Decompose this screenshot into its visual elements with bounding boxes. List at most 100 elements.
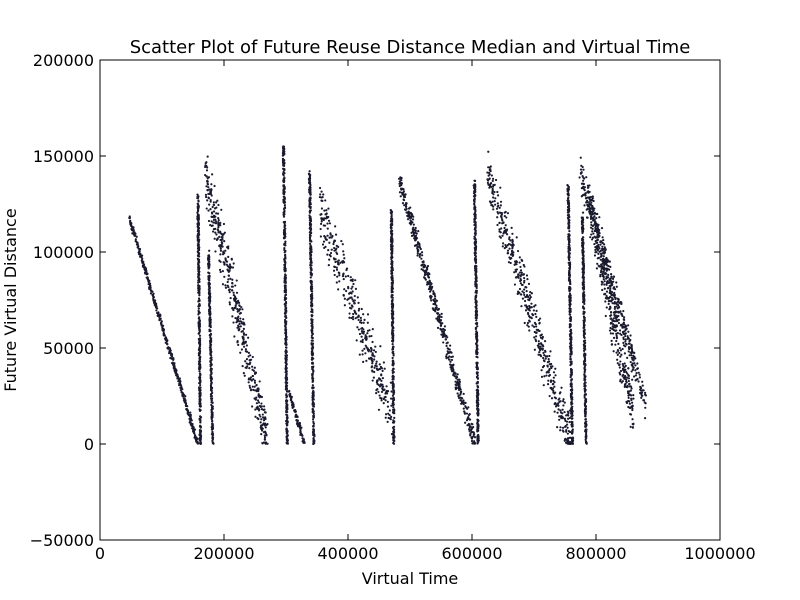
- data-point: [192, 430, 195, 433]
- data-point: [197, 269, 200, 272]
- data-point: [474, 290, 478, 293]
- data-point: [519, 269, 523, 272]
- data-point: [310, 295, 313, 298]
- data-point: [286, 416, 289, 419]
- data-point: [283, 231, 286, 234]
- data-point: [361, 353, 364, 356]
- data-point: [283, 243, 286, 246]
- data-point: [475, 352, 478, 355]
- data-point: [217, 229, 220, 232]
- data-point: [488, 177, 491, 181]
- data-point: [533, 348, 536, 351]
- data-point: [425, 266, 429, 269]
- data-point: [420, 264, 424, 267]
- data-point: [136, 242, 139, 245]
- data-point: [519, 274, 522, 277]
- data-point: [362, 313, 365, 316]
- data-point: [349, 291, 352, 294]
- data-point: [392, 428, 396, 431]
- data-point: [198, 273, 201, 277]
- data-point: [196, 202, 199, 205]
- data-point: [437, 319, 441, 322]
- data-point: [390, 390, 393, 393]
- data-point: [221, 242, 224, 245]
- data-point: [207, 219, 211, 223]
- data-point: [197, 200, 200, 203]
- data-point: [476, 398, 479, 401]
- data-point: [197, 327, 201, 330]
- data-point: [170, 362, 174, 365]
- data-point: [411, 230, 414, 233]
- data-point: [391, 283, 394, 286]
- data-point: [208, 289, 211, 292]
- data-point: [565, 430, 568, 433]
- data-point: [311, 361, 314, 364]
- data-point: [470, 430, 473, 434]
- data-point: [242, 372, 245, 375]
- data-point: [199, 426, 202, 429]
- data-point: [214, 250, 217, 253]
- data-point: [527, 282, 531, 285]
- data-point: [209, 340, 212, 344]
- data-point: [290, 398, 293, 401]
- data-point: [334, 233, 338, 236]
- data-point: [232, 291, 235, 294]
- data-point: [309, 223, 312, 227]
- data-point: [371, 379, 374, 382]
- data-point: [227, 274, 231, 277]
- data-point: [342, 261, 346, 264]
- data-point: [441, 322, 444, 325]
- data-point: [260, 402, 263, 405]
- data-point: [141, 261, 145, 264]
- data-point: [487, 179, 490, 182]
- data-point: [158, 313, 162, 316]
- data-point: [391, 380, 394, 383]
- data-point: [310, 287, 313, 290]
- data-point: [567, 254, 570, 257]
- data-point: [362, 330, 366, 333]
- data-point: [420, 268, 423, 271]
- data-point: [391, 397, 395, 400]
- data-point: [311, 342, 315, 345]
- data-point: [570, 417, 574, 420]
- data-point: [474, 327, 478, 330]
- data-point: [189, 419, 192, 422]
- data-point: [208, 301, 211, 305]
- data-point: [325, 212, 328, 215]
- data-point: [403, 208, 407, 211]
- data-point: [361, 340, 364, 344]
- data-point: [209, 393, 213, 396]
- data-point: [319, 193, 322, 196]
- data-point: [217, 231, 220, 234]
- data-point: [354, 311, 357, 314]
- data-point: [310, 285, 313, 289]
- data-point: [498, 206, 501, 209]
- data-point: [199, 389, 202, 392]
- data-point: [251, 365, 254, 368]
- data-point: [358, 353, 361, 356]
- data-point: [152, 292, 155, 295]
- data-point: [378, 394, 381, 397]
- data-point: [421, 260, 424, 264]
- data-point: [569, 282, 572, 285]
- data-point: [197, 285, 200, 289]
- data-point: [239, 351, 242, 354]
- data-point: [474, 342, 478, 345]
- data-point: [132, 230, 135, 234]
- data-point: [417, 229, 420, 233]
- data-point: [228, 291, 231, 294]
- data-point: [565, 429, 568, 432]
- data-point: [404, 202, 408, 205]
- data-point: [475, 283, 478, 286]
- data-point: [244, 350, 247, 353]
- data-point: [547, 379, 550, 382]
- data-point: [197, 242, 200, 245]
- data-point: [476, 368, 479, 371]
- data-point: [561, 416, 564, 419]
- data-point: [260, 424, 264, 427]
- data-point: [475, 319, 478, 322]
- data-point: [552, 376, 555, 379]
- data-point: [308, 186, 311, 189]
- data-point: [472, 431, 475, 434]
- data-point: [215, 220, 218, 223]
